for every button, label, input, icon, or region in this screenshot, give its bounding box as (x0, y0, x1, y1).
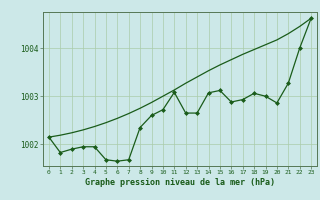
X-axis label: Graphe pression niveau de la mer (hPa): Graphe pression niveau de la mer (hPa) (85, 178, 275, 187)
